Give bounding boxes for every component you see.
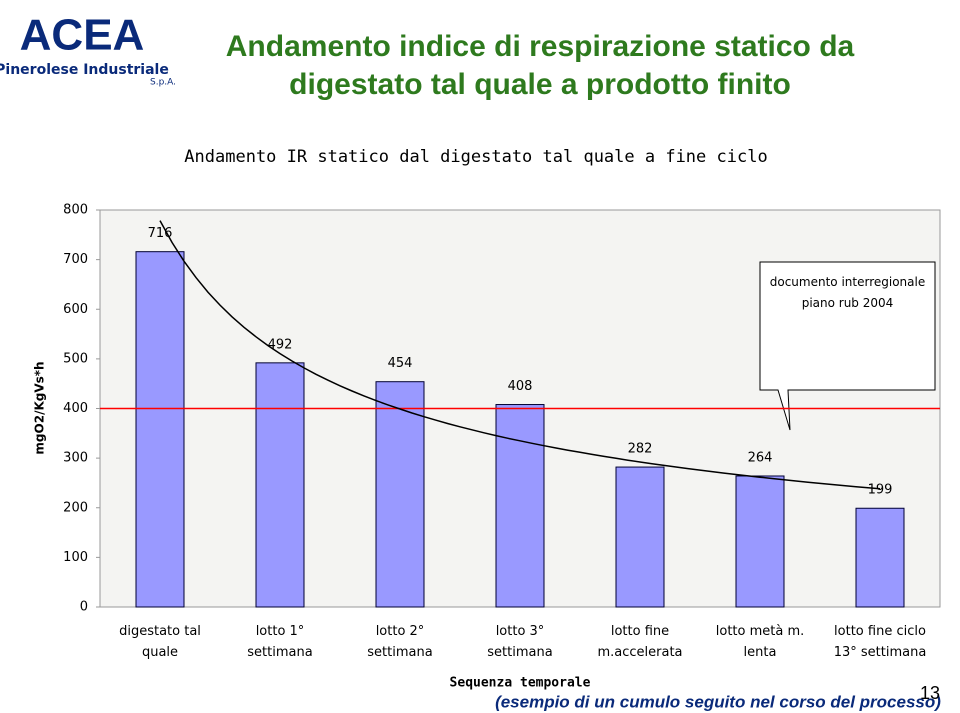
logo-sa: S.p.A.	[150, 78, 176, 88]
page-number: 13	[920, 683, 940, 703]
callout	[759, 261, 936, 431]
bar	[255, 362, 305, 608]
y-tick-label: 400	[63, 401, 88, 416]
x-tick-label: digestato tal quale	[119, 624, 201, 660]
y-tick-label: 200	[63, 500, 88, 515]
annotation: documento interregionale piano rub 2004	[769, 275, 926, 310]
bar	[855, 507, 905, 608]
y-tick-label: 100	[63, 550, 88, 565]
x-tick-label: lotto 2° settimana	[367, 624, 433, 660]
y-tick-label: 600	[63, 302, 88, 317]
y-tick-label: 500	[63, 351, 88, 366]
x-tick-label: lotto fine ciclo 13° settimana	[833, 624, 927, 660]
value-label: 716	[148, 226, 173, 241]
value-label: 282	[628, 442, 653, 457]
slide-title: Andamento indice di respirazione statico…	[225, 30, 855, 101]
y-axis-label: mgO2/KgVs*h	[33, 361, 47, 454]
chart-title: Andamento IR statico dal digestato tal q…	[184, 147, 767, 167]
footer-note: (esempio di un cumulo seguito nel corso …	[495, 692, 941, 711]
value-label: 492	[268, 337, 293, 352]
bar	[615, 466, 665, 608]
value-label: 264	[748, 450, 773, 465]
trendline	[159, 220, 881, 490]
x-tick-label: lotto fine m.accelerata	[597, 624, 683, 660]
bar	[375, 381, 425, 608]
y-tick-label: 800	[63, 203, 88, 218]
value-label: 454	[388, 356, 413, 371]
bar	[495, 404, 545, 608]
x-tick-label: lotto 3° settimana	[487, 624, 553, 660]
x-axis-label: Sequenza temporale	[450, 676, 591, 691]
y-tick-label: 700	[63, 252, 88, 267]
y-tick-label: 300	[63, 451, 88, 466]
x-tick-label: lotto 1° settimana	[247, 624, 313, 660]
value-label: 408	[508, 379, 533, 394]
value-label: 199	[868, 483, 893, 498]
bar	[735, 475, 785, 608]
logo-sub: Pinerolese Industriale	[0, 62, 169, 78]
bar	[135, 251, 185, 608]
y-tick-label: 0	[80, 600, 88, 615]
logo: ACEA	[20, 11, 145, 60]
x-tick-label: lotto metà m. lenta	[715, 624, 805, 660]
